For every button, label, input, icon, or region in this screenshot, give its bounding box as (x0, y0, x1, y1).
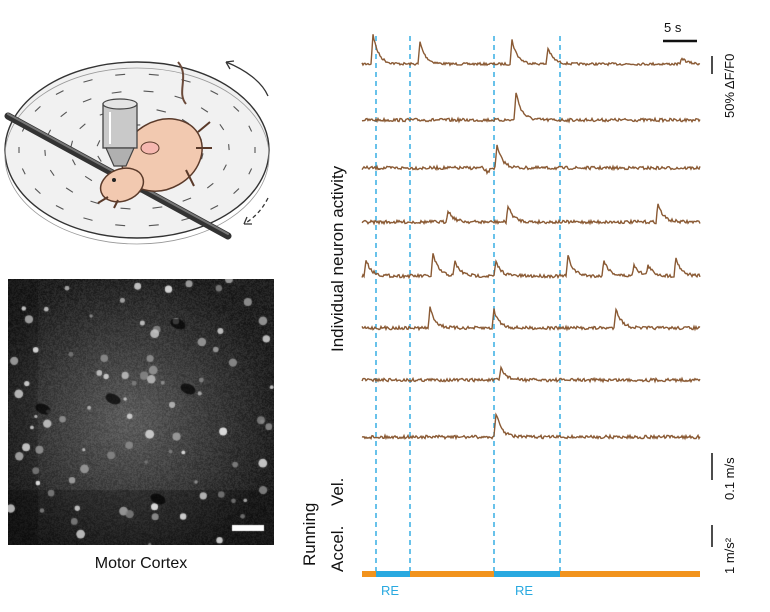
neuron-trace-4 (361, 203, 701, 226)
mouse-icon (97, 61, 212, 209)
treadmill-disk-edge (4, 67, 270, 245)
micrograph-caption: Motor Cortex (94, 555, 188, 572)
curved-dashed-arrow-icon (243, 197, 269, 225)
vel-label: Vel. (328, 477, 347, 506)
re-label-1: RE (381, 583, 400, 598)
running-group-label: Running (300, 502, 319, 566)
accel-scale-label: 1 m/s² (722, 537, 737, 574)
velocity-trace (362, 468, 700, 497)
neuron-trace-8 (361, 412, 701, 441)
neuron-trace-2 (361, 92, 701, 124)
neuron-trace-7 (361, 365, 701, 384)
re-label-2: RE (515, 583, 534, 598)
neuron-trace-3 (361, 144, 701, 176)
neuron-trace-5 (361, 253, 701, 280)
time-scale-label: 5 s (664, 20, 682, 35)
epoch-segment-1 (362, 571, 376, 577)
epoch-segment-2 (376, 571, 410, 577)
epoch-boundary-lines (375, 36, 561, 575)
acceleration-trace (362, 529, 700, 551)
amp-scale-label: 50% ΔF/F0 (722, 53, 737, 118)
neuron-trace-6 (361, 306, 701, 332)
behavior-traces (362, 468, 700, 551)
neuron-trace-1 (361, 34, 701, 67)
neuron-traces (361, 34, 701, 441)
vel-scale-label: 0.1 m/s (722, 457, 737, 500)
treadmill-illustration (4, 60, 270, 245)
epoch-bar (362, 571, 700, 577)
epoch-segment-4 (494, 571, 560, 577)
epoch-segment-5 (560, 571, 700, 577)
neuron-activity-axis-label: Individual neuron activity (328, 165, 347, 352)
epoch-segment-3 (410, 571, 494, 577)
accel-label: Accel. (328, 525, 347, 572)
curved-arrow-icon (225, 61, 269, 97)
microscope-objective-icon (102, 98, 138, 167)
motor-cortex-micrograph (8, 279, 274, 545)
